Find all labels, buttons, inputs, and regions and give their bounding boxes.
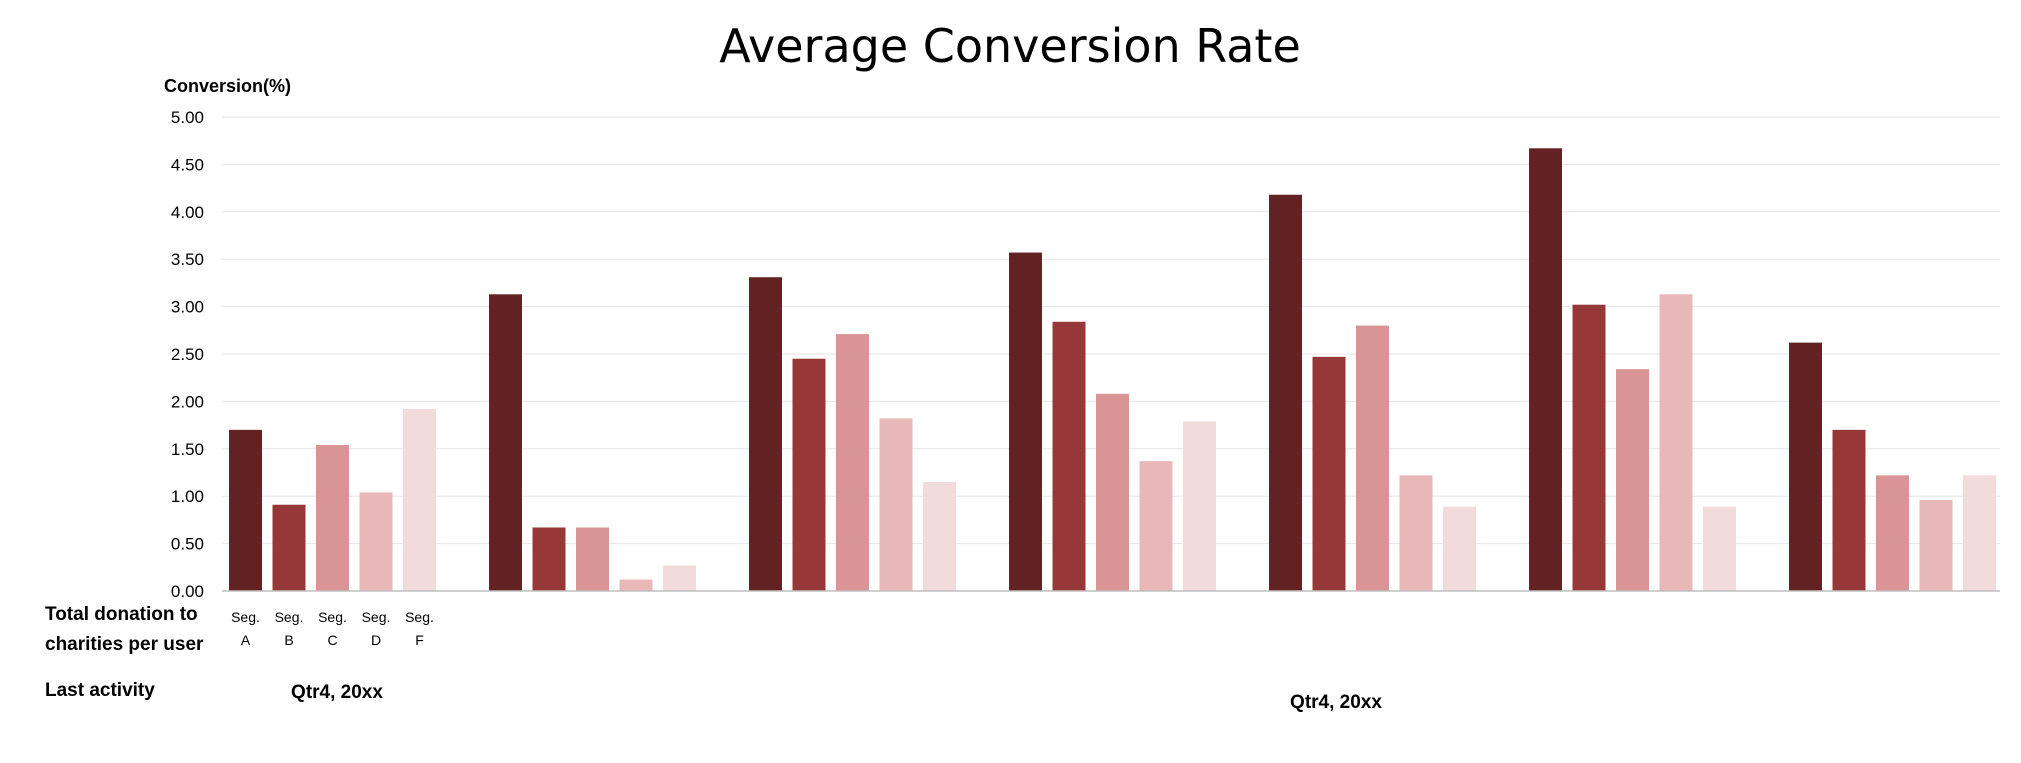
bar-group4-seg1 [1009,252,1042,591]
chart-title: Average Conversion Rate [719,19,1301,73]
bar-group4-seg2 [1052,321,1086,591]
y-tick-label: 0.50 [171,535,204,554]
bar-group4-seg4 [1139,461,1173,591]
y-tick-label: 3.50 [171,250,204,269]
bar-group6-seg5 [1703,506,1736,591]
bar-group1-seg2 [272,504,306,591]
segment-label-top: Seg. [405,609,434,625]
y-tick-labels: 0.00 0.50 1.00 1.50 2.00 2.50 3.00 3.50 4.00 4.50… [171,108,204,601]
bar-group3-seg1 [749,277,782,591]
bar-group3-seg2 [792,358,826,591]
bar-group2-seg5 [663,565,696,591]
bar-group4-seg5 [1183,421,1216,591]
bar-group1-seg1 [229,429,262,591]
bar-group1-seg4 [359,492,393,591]
y-tick-label: 5.00 [171,108,204,127]
y-tick-label: 4.50 [171,155,204,174]
bar-group7-seg4 [1919,499,1953,591]
bar-group2-seg2 [532,527,566,591]
segment-label-top: Seg. [362,609,391,625]
bar-group6-seg4 [1659,294,1693,591]
segment-label-bottom: D [371,632,381,648]
bar-group1-seg3 [316,445,349,591]
segment-label-top: Seg. [275,609,304,625]
bar-group5-seg2 [1312,356,1346,591]
y-tick-label: 2.50 [171,345,204,364]
donation-row-label-line2: charities per user [45,634,204,655]
y-tick-label: 4.00 [171,203,204,222]
activity-label-2: Qtr4, 20xx [1290,692,1382,713]
bar-group6-seg1 [1529,148,1562,591]
y-tick-label: 1.50 [171,440,204,459]
bar-group1-seg5 [403,408,436,591]
y-axis-label: Conversion(%) [164,76,291,96]
bar-group7-seg5 [1963,475,1996,591]
y-tick-label: 2.00 [171,392,204,411]
activity-row-label: Last activity [45,680,155,701]
segment-label-top: Seg. [318,609,347,625]
segment-label-top: Seg. [231,609,260,625]
y-tick-label: 0.00 [171,582,204,601]
bar-group5-seg1 [1269,194,1302,591]
y-tick-label: 3.00 [171,298,204,317]
bar-group7-seg3 [1876,475,1909,591]
bar-group6-seg3 [1616,369,1649,591]
bar-group4-seg3 [1096,393,1129,591]
segment-label-bottom: F [415,632,424,648]
bar-group3-seg5 [923,481,956,591]
bar-group3-seg4 [879,418,913,591]
bar-group5-seg3 [1356,325,1389,591]
segment-label-bottom: C [327,632,337,648]
bar-group2-seg1 [489,294,522,591]
bar-group7-seg1 [1789,342,1822,591]
segment-labels: Seg. A Seg. B Seg. C Seg. D Seg. F [231,609,434,648]
bar-group5-seg4 [1399,475,1433,591]
segment-label-bottom: B [284,632,293,648]
activity-label-1: Qtr4, 20xx [291,682,383,703]
y-tick-label: 1.00 [171,487,204,506]
bar-group2-seg3 [576,527,609,591]
bar-group5-seg5 [1443,506,1476,591]
bar-group2-seg4 [619,579,653,591]
bar-group6-seg2 [1572,304,1606,591]
bars [229,148,1996,591]
donation-row-label-line1: Total donation to [45,604,198,625]
bar-group3-seg3 [836,334,869,591]
bar-group7-seg2 [1832,429,1866,591]
segment-label-bottom: A [241,632,251,648]
